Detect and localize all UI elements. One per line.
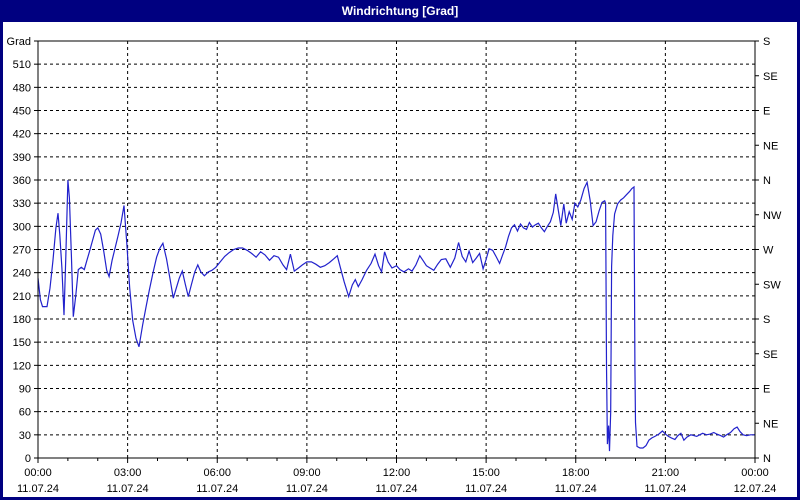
y-right-tick-label: N [763,453,771,465]
y-right-tick-label: SE [763,71,778,83]
x-tick-time-label: 15:00 [472,467,500,479]
y-left-tick-label: 120 [13,360,31,372]
y-left-tick-label: 480 [13,82,31,94]
y-right-tick-label: S [763,314,770,326]
x-tick-date-label: 11.07.24 [644,483,686,495]
y-left-tick-label: 300 [13,221,31,233]
y-right-tick-label: NE [763,140,778,152]
x-tick-date-label: 11.07.24 [107,483,149,495]
window-title: Windrichtung [Grad] [341,4,459,18]
wind-direction-chart: 0 30 60 90 120 150 180 210 240 270 300 330 360 390 420… [7,36,782,495]
x-tick-date-label: 11.07.24 [555,483,597,495]
y-right-tick-label: NW [763,210,782,222]
y-right-tick-label: SE [763,349,778,361]
y-axis-title: Grad [7,36,31,48]
y-left-tick-label: 510 [13,59,31,71]
y-left-tick-label: 150 [13,337,31,349]
x-tick-date-label: 11.07.24 [375,483,417,495]
series-line [38,179,755,452]
y-right-tick-label: W [763,245,774,257]
y-right-tick-label: E [763,106,770,118]
x-tick-time-label: 03:00 [114,467,142,479]
y-left-tick-label: 90 [19,384,31,396]
y-left-tick-label: 390 [13,152,31,164]
y-left-tick-label: 180 [13,314,31,326]
x-tick-time-label: 00:00 [24,467,52,479]
y-left-tick-label: 330 [13,198,31,210]
y-left-tick-label: 270 [13,245,31,257]
x-tick-time-label: 21:00 [652,467,680,479]
x-tick-time-label: 00:00 [741,467,769,479]
y-left-tick-label: 240 [13,268,31,280]
y-left-tick-label: 30 [19,430,31,442]
y-left-tick-label: 420 [13,129,31,141]
window-titlebar: Windrichtung [Grad] [3,0,797,22]
x-tick-date-label: 11.07.24 [196,483,238,495]
y-right-tick-label: SW [763,279,781,291]
y-right-tick-label: N [763,175,771,187]
x-tick-date-label: 12.07.24 [734,483,777,495]
y-left-tick-label: 60 [19,407,31,419]
x-tick-date-label: 11.07.24 [286,483,328,495]
x-tick-date-label: 11.07.24 [17,483,59,495]
x-tick-time-label: 09:00 [293,467,321,479]
y-right-tick-label: NE [763,418,778,430]
x-tick-time-label: 06:00 [203,467,231,479]
y-right-tick-label: E [763,384,770,396]
y-right-tick-label: S [763,36,770,48]
y-left-tick-label: 210 [13,291,31,303]
chart-area: 0 30 60 90 120 150 180 210 240 270 300 330 360 390 420… [3,22,797,497]
y-left-tick-label: 450 [13,106,31,118]
y-left-tick-label: 0 [25,453,31,465]
y-left-tick-label: 360 [13,175,31,187]
x-tick-date-label: 11.07.24 [465,483,507,495]
x-tick-time-label: 18:00 [562,467,590,479]
x-tick-time-label: 12:00 [383,467,411,479]
